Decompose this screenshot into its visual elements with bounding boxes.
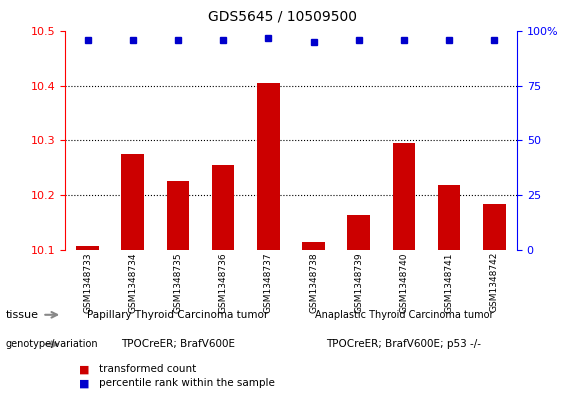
Text: GSM1348740: GSM1348740 <box>399 252 408 312</box>
Text: Anaplastic Thyroid Carcinoma tumor: Anaplastic Thyroid Carcinoma tumor <box>315 310 493 320</box>
Text: tissue: tissue <box>6 310 38 320</box>
Bar <box>483 204 506 250</box>
Text: Papillary Thyroid Carcinoma tumor: Papillary Thyroid Carcinoma tumor <box>88 310 268 320</box>
Text: GDS5645 / 10509500: GDS5645 / 10509500 <box>208 10 357 24</box>
Text: GSM1348734: GSM1348734 <box>128 252 137 312</box>
Bar <box>302 242 325 250</box>
Bar <box>212 165 234 250</box>
Text: ■: ■ <box>79 378 90 388</box>
Bar <box>393 143 415 250</box>
Text: TPOCreER; BrafV600E: TPOCreER; BrafV600E <box>121 339 235 349</box>
Text: GSM1348742: GSM1348742 <box>490 252 499 312</box>
Text: ■: ■ <box>79 364 90 375</box>
Text: TPOCreER; BrafV600E; p53 -/-: TPOCreER; BrafV600E; p53 -/- <box>327 339 481 349</box>
Text: genotype/variation: genotype/variation <box>6 339 98 349</box>
Bar <box>257 83 280 250</box>
Text: transformed count: transformed count <box>99 364 196 375</box>
Text: GSM1348735: GSM1348735 <box>173 252 182 313</box>
Text: GSM1348739: GSM1348739 <box>354 252 363 313</box>
Text: GSM1348741: GSM1348741 <box>445 252 454 312</box>
Bar <box>347 215 370 250</box>
Bar <box>167 182 189 250</box>
Bar <box>121 154 144 250</box>
Text: GSM1348736: GSM1348736 <box>219 252 228 313</box>
Text: percentile rank within the sample: percentile rank within the sample <box>99 378 275 388</box>
Bar <box>438 185 460 250</box>
Text: GSM1348738: GSM1348738 <box>309 252 318 313</box>
Text: GSM1348737: GSM1348737 <box>264 252 273 313</box>
Text: GSM1348733: GSM1348733 <box>83 252 92 313</box>
Bar <box>76 246 99 250</box>
